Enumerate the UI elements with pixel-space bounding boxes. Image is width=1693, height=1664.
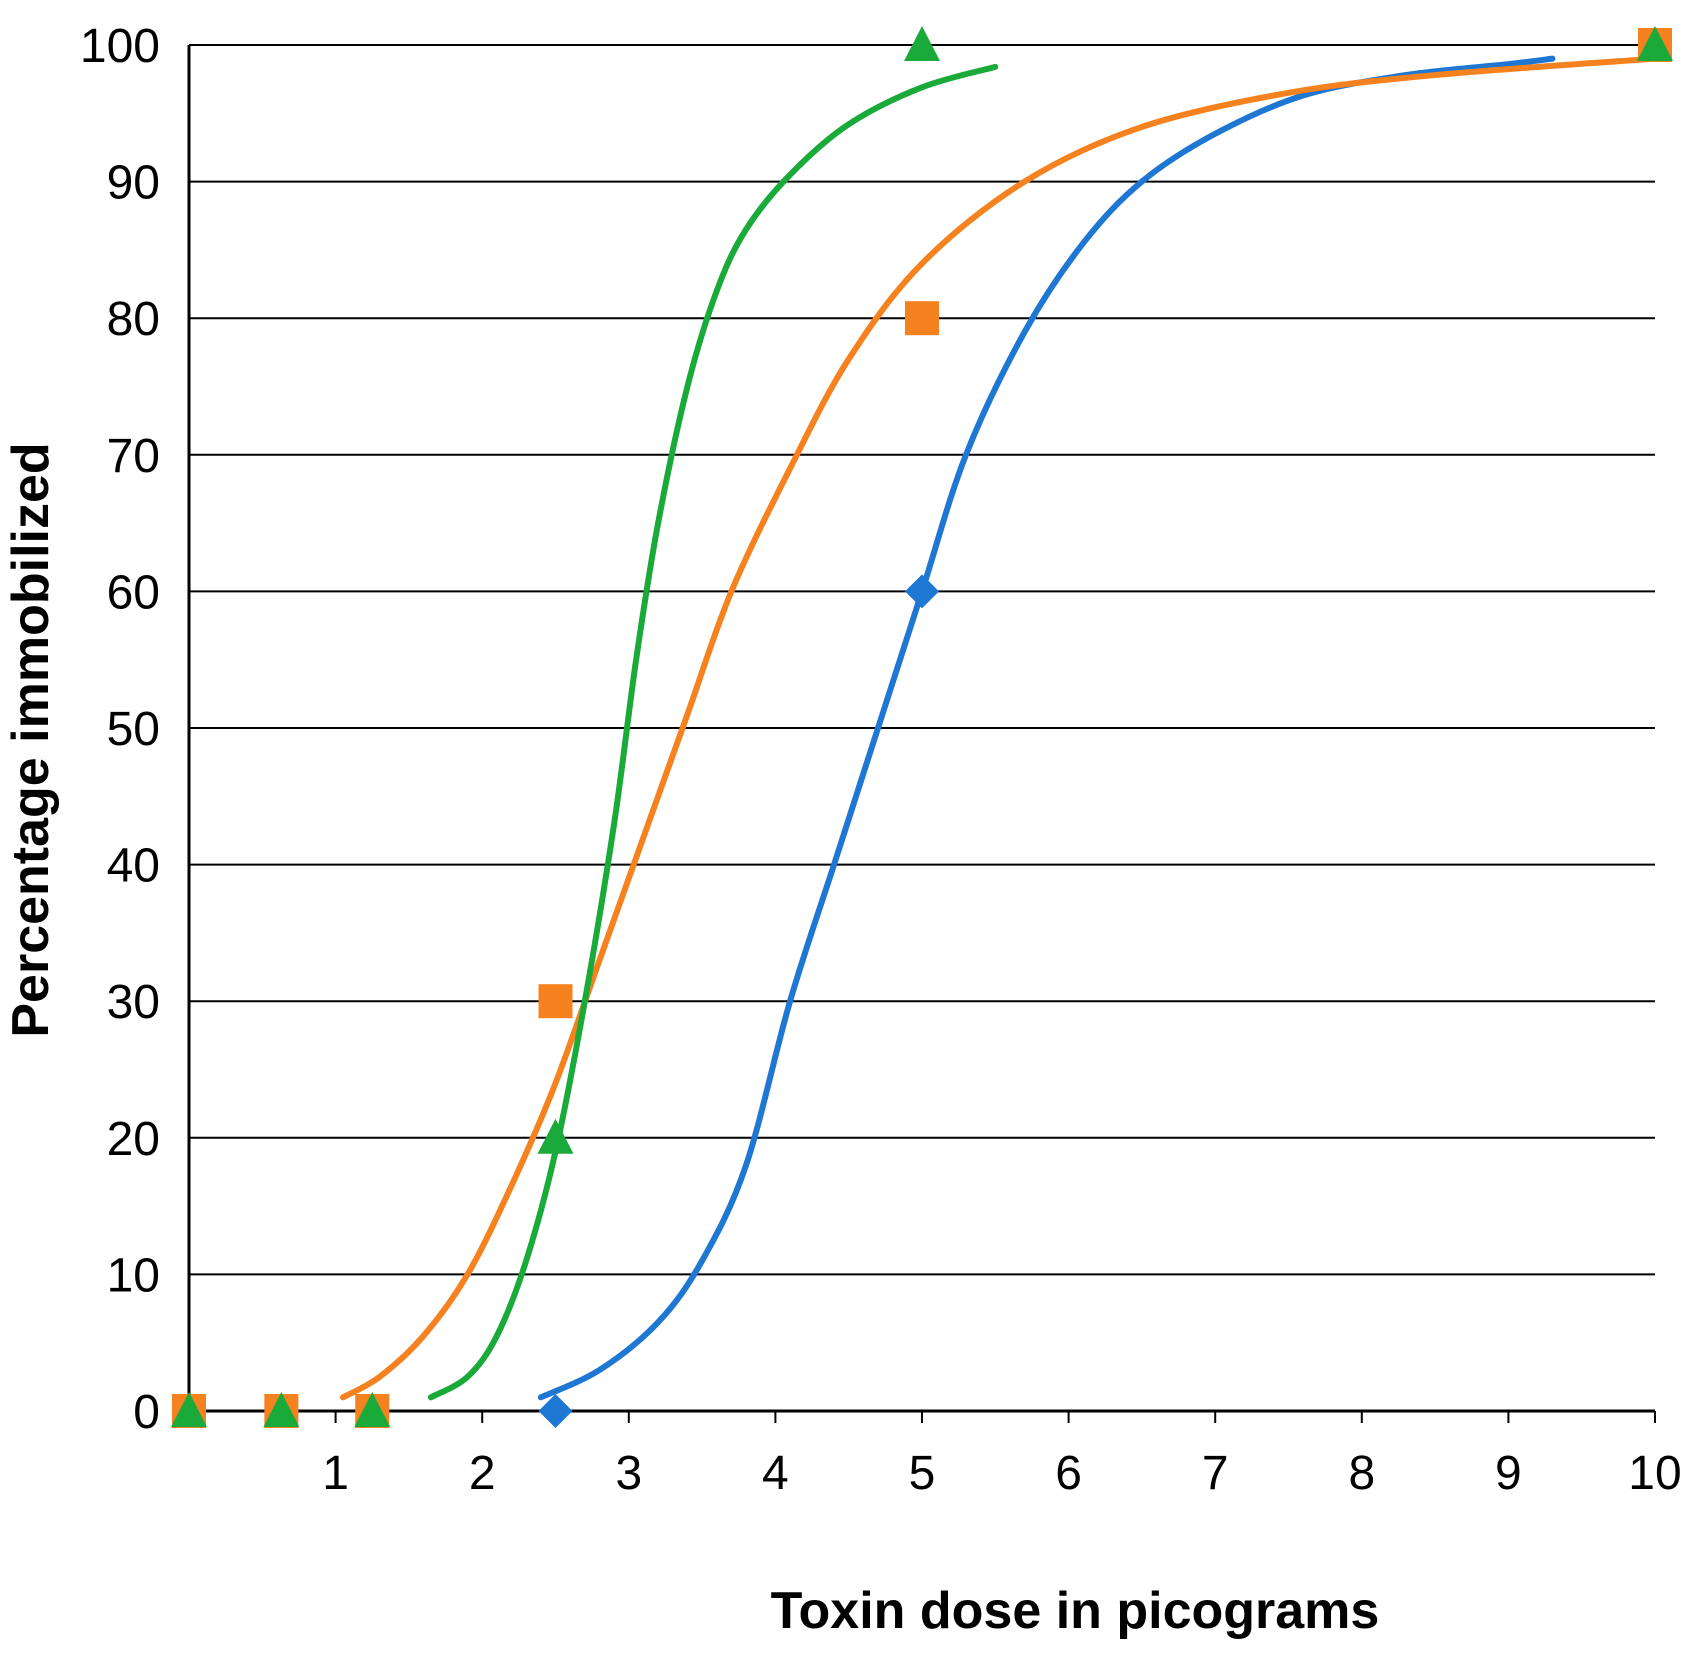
x-tick-label: 2: [469, 1447, 496, 1500]
triangle-series-curve: [427, 63, 999, 1401]
x-tick-label: 8: [1348, 1447, 1375, 1500]
x-tick-label: 5: [909, 1447, 936, 1500]
gridlines: [189, 44, 1655, 1276]
y-tick-label: 40: [107, 840, 160, 893]
square-marker: [905, 301, 939, 336]
y-tick-label: 30: [107, 976, 160, 1029]
diamond-marker: [538, 1394, 573, 1428]
y-tick-label: 10: [107, 1249, 160, 1302]
y-tick-label: 0: [133, 1386, 160, 1439]
y-tick-label: 60: [107, 566, 160, 619]
square-marker: [538, 984, 573, 1019]
tick-labels: 0 10 20 30 40 50 60 70 80 90 100 1 2 3 4 5 6 7 8 9 10: [80, 20, 1682, 1500]
y-tick-label: 50: [107, 703, 160, 756]
y-tick-label: 80: [107, 293, 160, 346]
x-tick-label: 9: [1495, 1447, 1522, 1500]
y-axis-title: Percentage immobilized: [2, 442, 60, 1037]
x-tick-label: 1: [322, 1447, 349, 1500]
square-series-curve: [339, 55, 1658, 1401]
fit-curves: [339, 55, 1658, 1401]
triangle-marker: [1637, 26, 1673, 61]
triangle-marker: [354, 1392, 391, 1427]
triangle-marker: [904, 26, 940, 61]
axes: [179, 45, 1656, 1423]
x-tick-label: 6: [1055, 1447, 1082, 1500]
x-tick-label: 4: [762, 1447, 789, 1500]
y-tick-label: 90: [107, 157, 160, 210]
y-tick-label: 20: [107, 1113, 160, 1166]
triangle-marker: [171, 1392, 207, 1427]
x-axis-title: Toxin dose in picograms: [771, 1582, 1380, 1640]
triangle-marker: [263, 1392, 300, 1427]
diamond-marker: [905, 574, 939, 609]
x-tick-label: 3: [615, 1447, 642, 1500]
y-tick-label: 100: [80, 20, 160, 73]
x-tick-label: 7: [1202, 1447, 1229, 1500]
triangle-marker: [537, 1118, 574, 1154]
y-tick-label: 70: [107, 430, 160, 483]
data-markers: [171, 26, 1673, 1428]
x-tick-label: 10: [1628, 1447, 1681, 1500]
diamond-series-curve: [537, 55, 1556, 1401]
